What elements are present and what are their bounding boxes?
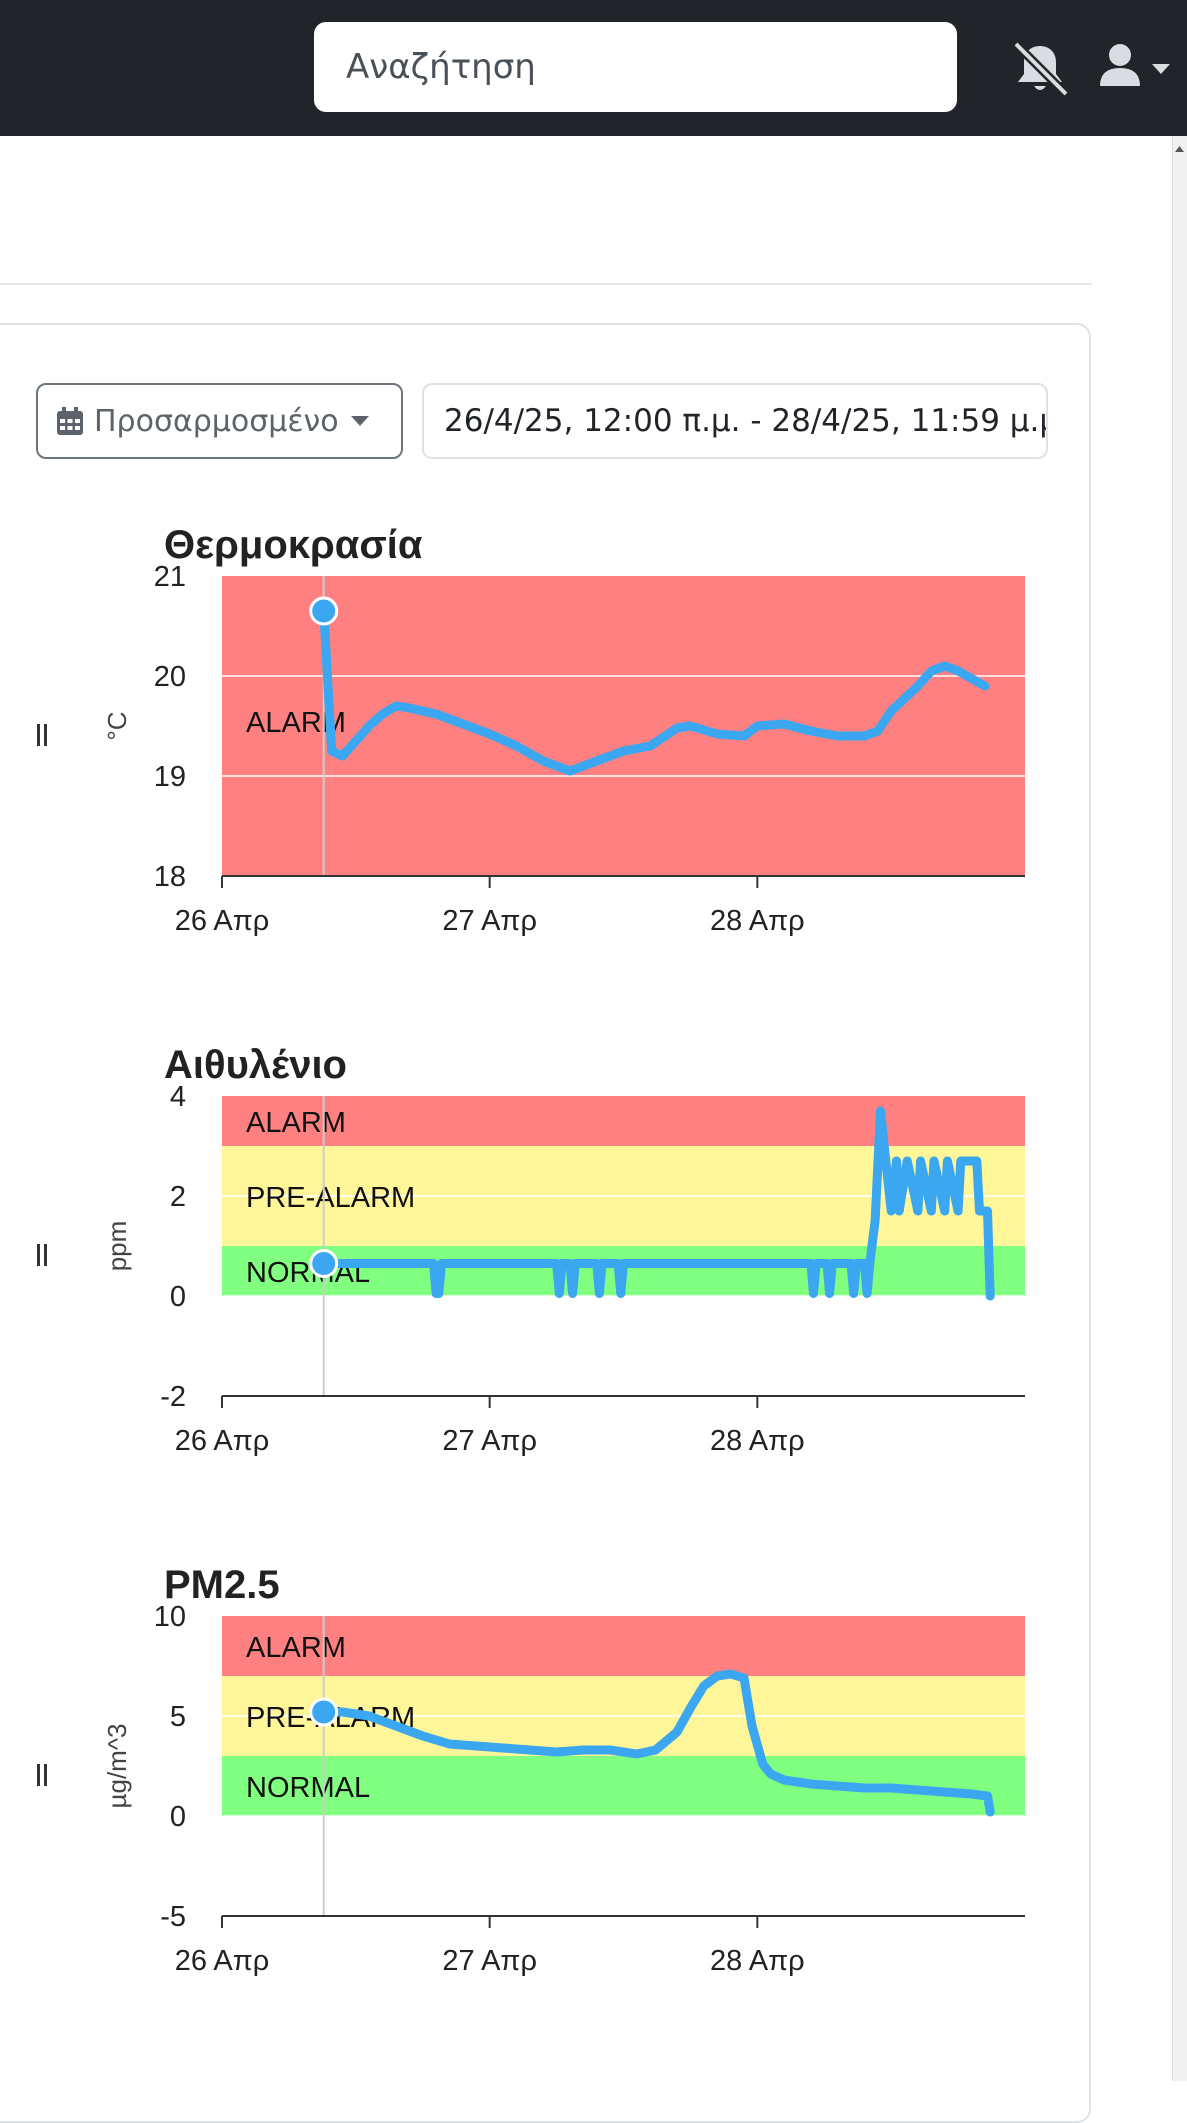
y-tick-label: 2: [170, 1181, 186, 1213]
band-label: PRE-ALARM: [246, 1182, 415, 1214]
range-dropdown-button[interactable]: Προσαρμοσμένο: [36, 383, 403, 459]
y-tick-label: 19: [154, 761, 186, 793]
x-tick-label: 26 Απρ: [175, 905, 270, 937]
x-tick-label: 28 Απρ: [710, 1945, 805, 1977]
date-range-value: 26/4/25, 12:00 π.μ. - 28/4/25, 11:59 μ.μ…: [444, 403, 1048, 439]
y-tick-label: -5: [160, 1901, 186, 1933]
y-tick-label: 18: [154, 861, 186, 893]
calendar-icon: [57, 407, 83, 435]
y-tick-label: 0: [170, 1281, 186, 1313]
x-tick-label: 27 Απρ: [442, 905, 537, 937]
caret-down-icon: [350, 416, 369, 426]
band-label: ALARM: [246, 1107, 346, 1139]
band-alarm: [222, 1096, 1025, 1146]
y-axis-label: °C: [102, 711, 132, 740]
drag-handle-icon: [37, 724, 40, 746]
user-menu-button[interactable]: [1096, 40, 1184, 96]
series-line: [319, 1669, 995, 1817]
caret-down-icon: [1152, 64, 1170, 74]
header-divider: [0, 283, 1092, 285]
range-label: Προσαρμοσμένο: [94, 403, 339, 439]
y-tick-label: 10: [154, 1601, 186, 1633]
band-alarm: [222, 576, 1025, 876]
hover-point: [309, 596, 339, 626]
x-tick-label: 28 Απρ: [710, 905, 805, 937]
y-axis-label: ppm: [102, 1221, 132, 1272]
y-tick-label: 4: [170, 1081, 186, 1113]
page-scrollbar[interactable]: [1172, 136, 1187, 2081]
series-line: [319, 1106, 995, 1301]
user-icon: [1100, 44, 1140, 86]
date-range-input[interactable]: 26/4/25, 12:00 π.μ. - 28/4/25, 11:59 μ.μ…: [422, 383, 1048, 459]
scroll-up-arrow-icon[interactable]: [1172, 140, 1187, 160]
chart-title: Θερμοκρασία: [164, 523, 423, 567]
x-tick-label: 27 Απρ: [442, 1425, 537, 1457]
y-tick-label: -2: [160, 1381, 186, 1413]
x-tick-label: 26 Απρ: [175, 1425, 270, 1457]
y-tick-label: 5: [170, 1701, 186, 1733]
y-tick-label: 0: [170, 1801, 186, 1833]
hover-point: [309, 1697, 339, 1727]
drag-handle-icon: [44, 1764, 47, 1786]
y-axis-label: µg/m^3: [102, 1724, 132, 1809]
chart-title: Αιθυλένιο: [164, 1043, 347, 1087]
drag-handle-icon: [37, 1244, 40, 1266]
drag-handle-icon: [44, 724, 47, 746]
x-tick-label: 26 Απρ: [175, 1945, 270, 1977]
x-tick-label: 27 Απρ: [442, 1945, 537, 1977]
x-tick-label: 28 Απρ: [710, 1425, 805, 1457]
hover-point: [309, 1249, 339, 1278]
y-tick-label: 20: [154, 661, 186, 693]
band-label: NORMAL: [246, 1772, 370, 1804]
y-tick-label: 21: [154, 561, 186, 593]
search-input[interactable]: [314, 22, 957, 112]
drag-handle-icon: [44, 1244, 47, 1266]
series-line: [319, 606, 990, 776]
band-alarm: [222, 1616, 1025, 1676]
band-label: ALARM: [246, 1632, 346, 1664]
chart-title: PM2.5: [164, 1563, 280, 1607]
bell-slash-icon[interactable]: [1008, 40, 1072, 98]
drag-handle-icon: [37, 1764, 40, 1786]
